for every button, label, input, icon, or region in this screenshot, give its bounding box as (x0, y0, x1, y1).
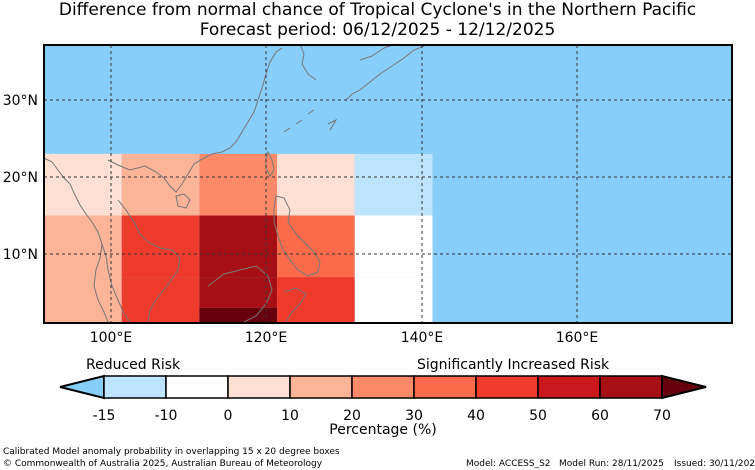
anomaly-cell (121, 277, 200, 323)
lat-label-30n: 30°N (3, 93, 38, 109)
anomaly-cell (199, 215, 278, 278)
colorbar-segment (537, 375, 601, 399)
coastline-ryukyu (283, 109, 315, 133)
colorbar-segment (599, 375, 663, 399)
colorbar-segment (351, 375, 415, 399)
colorbar-tick-label: 20 (343, 408, 361, 424)
colorbar-tick-label: 0 (224, 408, 233, 424)
map-title: Difference from normal chance of Tropica… (58, 0, 697, 20)
lon-label-120e: 120°E (245, 330, 288, 346)
anomaly-cell (277, 277, 355, 323)
coastline-sulawesi (283, 287, 307, 323)
colorbar-high-extend (661, 374, 707, 400)
lat-label-20n: 20°N (3, 170, 38, 186)
reduced-risk-label: Reduced Risk (86, 357, 181, 373)
colorbar-ticks: -15 -10 0 10 20 30 40 50 60 70 (93, 408, 671, 424)
coastline-borneo (207, 265, 273, 323)
anomaly-cell (199, 153, 278, 216)
anomaly-cell (121, 153, 200, 216)
forecast-period: Forecast period: 06/12/2025 - 12/12/2025 (199, 20, 556, 40)
anomaly-cell (354, 215, 433, 278)
colorbar-segment (289, 375, 353, 399)
anomaly-cell (199, 277, 278, 308)
colorbar-tick-label: 40 (467, 408, 485, 424)
anomaly-cell (44, 277, 122, 323)
colorbar-tick-label: 70 (653, 408, 671, 424)
anomaly-cell (44, 153, 122, 216)
graticule (44, 45, 732, 323)
coastlines (43, 43, 425, 323)
colorbar-segment (227, 375, 291, 399)
anomaly-cell (121, 215, 200, 278)
footer-copyright: © Commonwealth of Australia 2025, Austra… (3, 459, 323, 469)
colorbar-segment (103, 375, 167, 399)
colorbar-tick-label: 10 (281, 408, 299, 424)
colorbar-tick-label: 50 (529, 408, 547, 424)
map-frame (43, 44, 733, 324)
increased-risk-label: Significantly Increased Risk (417, 357, 610, 373)
anomaly-cell (277, 153, 355, 216)
footer-description: Calibrated Model anomaly probability in … (3, 447, 340, 457)
lat-label-10n: 10°N (3, 247, 38, 263)
footer-model: Model: ACCESS_S2 (466, 459, 551, 469)
anomaly-grid (44, 153, 433, 323)
footer-model-run: Model Run: 28/11/2025 (559, 459, 664, 469)
lon-label-160e: 160°E (556, 330, 599, 346)
coastline-hainan (175, 193, 191, 209)
colorbar-tick-label: 60 (591, 408, 609, 424)
colorbar-tick-label: -10 (155, 408, 178, 424)
colorbar-low-extend (59, 374, 105, 400)
coastline-korea-japan (299, 43, 425, 131)
colorbar-segment (165, 375, 229, 399)
colorbar-segment (475, 375, 539, 399)
colorbar-tick-label: 30 (405, 408, 423, 424)
anomaly-cell (199, 307, 278, 323)
coastline-asia-mainland (43, 47, 283, 323)
colorbar (59, 374, 707, 400)
anomaly-cell (277, 215, 355, 278)
anomaly-cell (354, 153, 433, 216)
anomaly-cell (44, 215, 122, 278)
colorbar-tick-label: -15 (93, 408, 116, 424)
coastline-philippines (273, 195, 321, 277)
coastline-malay-peninsula (101, 243, 131, 323)
lon-label-100e: 100°E (90, 330, 133, 346)
footer-issued: Issued: 30/11/2025 (674, 459, 755, 469)
colorbar-unit-label: Percentage (%) (329, 422, 436, 438)
anomaly-cell (354, 277, 433, 323)
lon-label-140e: 140°E (401, 330, 444, 346)
colorbar-segment (413, 375, 477, 399)
coastline-taiwan (265, 150, 275, 177)
